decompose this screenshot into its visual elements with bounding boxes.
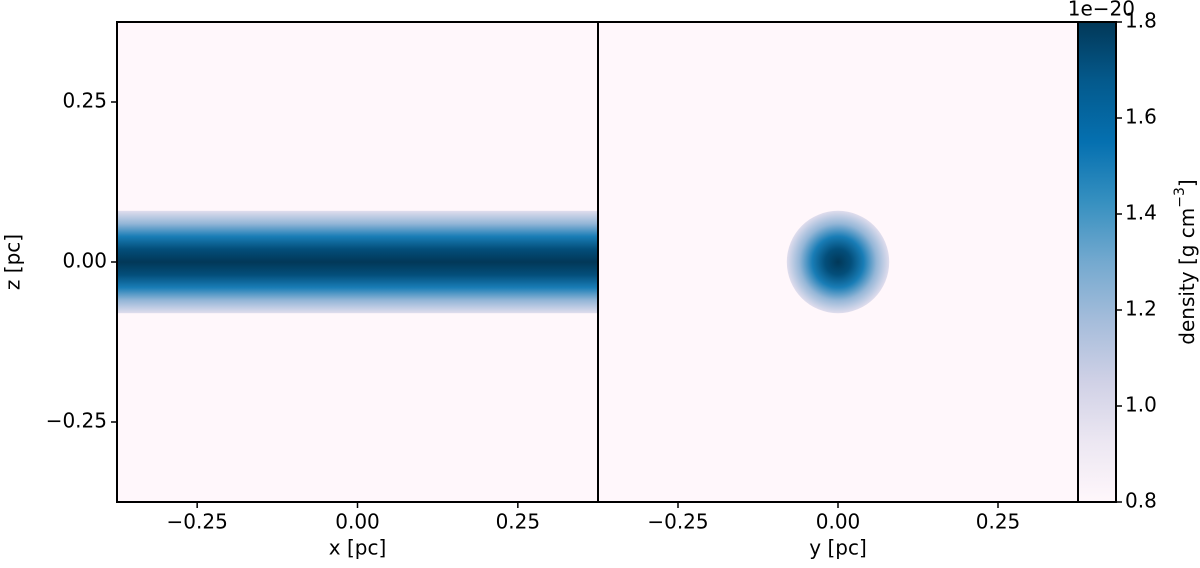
y-tick-label: 0.25 xyxy=(62,89,107,113)
x-tick-label: 0.25 xyxy=(496,510,541,534)
colorbar-label-text: density [g cm xyxy=(1175,208,1199,345)
filament-upper xyxy=(117,210,598,262)
y-tick-label: −0.25 xyxy=(46,409,107,433)
x-tick-label: 0.25 xyxy=(976,510,1021,534)
colorbar-tick-label: 1.6 xyxy=(1125,105,1157,129)
colorbar-offset: 1e−20 xyxy=(1068,0,1135,21)
x-tick-label: −0.25 xyxy=(167,510,228,534)
x-tick-label: 0.00 xyxy=(335,510,380,534)
colorbar-tick-label: 1.8 xyxy=(1125,9,1157,33)
colorbar-label-suffix: ] xyxy=(1175,179,1199,187)
colorbar-tick-label: 1.2 xyxy=(1125,297,1157,321)
y-tick-label: 0.00 xyxy=(62,249,107,273)
colorbar-label-superscript: −3 xyxy=(1172,187,1188,208)
filament-cross-section xyxy=(786,210,890,314)
filament-lower xyxy=(117,262,598,314)
colorbar xyxy=(1077,21,1117,503)
x-axis-label: y [pc] xyxy=(809,536,867,560)
x-tick-label: 0.00 xyxy=(816,510,861,534)
x-tick-label: −0.25 xyxy=(647,510,708,534)
colorbar-tick-label: 1.0 xyxy=(1125,393,1157,417)
colorbar-label: density [g cm−3] xyxy=(1172,179,1199,344)
y-axis-label: z [pc] xyxy=(1,234,25,290)
colorbar-tick-label: 1.4 xyxy=(1125,201,1157,225)
x-axis-label: x [pc] xyxy=(329,536,387,560)
colorbar-tick-label: 0.8 xyxy=(1125,489,1157,513)
